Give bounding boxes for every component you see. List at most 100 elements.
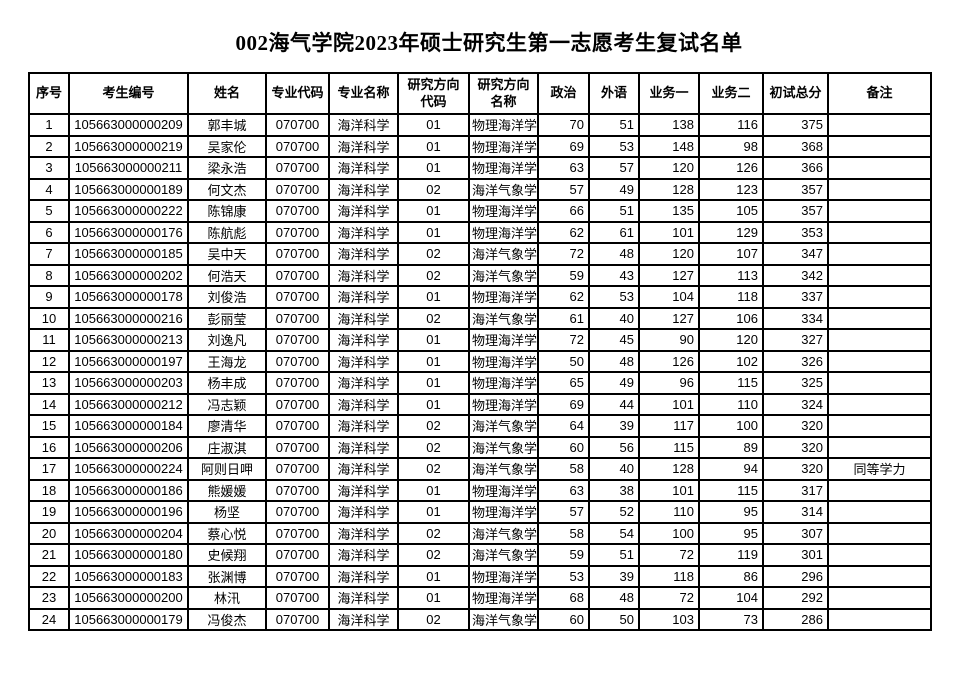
cell-major-name: 海洋科学 [328, 199, 399, 223]
table-row: 17 105663000000224 阿则日呷 070700 海洋科学 02 海洋气象学 58… [28, 457, 932, 481]
cell-subject-one: 148 [638, 134, 700, 158]
cell-direction-name: 物理海洋学 [468, 156, 539, 180]
cell-direction-code: 02 [397, 414, 470, 438]
cell-politics: 60 [537, 607, 590, 631]
cell-index: 2 [28, 134, 70, 158]
cell-index: 15 [28, 414, 70, 438]
cell-foreign-language: 48 [588, 349, 640, 373]
cell-major-name: 海洋科学 [328, 328, 399, 352]
cell-major-code: 070700 [265, 543, 330, 567]
cell-candidate-id: 105663000000184 [68, 414, 189, 438]
cell-index: 11 [28, 328, 70, 352]
cell-direction-code: 02 [397, 242, 470, 266]
table-row: 24 105663000000179 冯俊杰 070700 海洋科学 02 海洋气象学 60 5… [28, 607, 932, 631]
cell-subject-two: 105 [698, 199, 764, 223]
cell-remark [827, 263, 932, 287]
cell-politics: 50 [537, 349, 590, 373]
cell-politics: 72 [537, 242, 590, 266]
cell-major-name: 海洋科学 [328, 113, 399, 137]
cell-major-code: 070700 [265, 156, 330, 180]
cell-foreign-language: 38 [588, 478, 640, 502]
cell-politics: 62 [537, 285, 590, 309]
table-row: 7 105663000000185 吴中天 070700 海洋科学 02 海洋气象学 72 48… [28, 242, 932, 266]
cell-candidate-id: 105663000000204 [68, 521, 189, 545]
cell-direction-name: 海洋气象学 [468, 435, 539, 459]
cell-candidate-id: 105663000000185 [68, 242, 189, 266]
cell-major-code: 070700 [265, 242, 330, 266]
cell-subject-one: 127 [638, 263, 700, 287]
col-header-total-score: 初试总分 [762, 72, 829, 115]
cell-name: 刘逸凡 [187, 328, 267, 352]
cell-direction-code: 01 [397, 134, 470, 158]
cell-total-score: 357 [762, 177, 829, 201]
cell-direction-name: 物理海洋学 [468, 586, 539, 610]
cell-subject-two: 98 [698, 134, 764, 158]
cell-index: 12 [28, 349, 70, 373]
cell-subject-two: 89 [698, 435, 764, 459]
header-row: 序号 考生编号 姓名 专业代码 专业名称 研究方向 代码 研究方向 名称 政治 外语 业务一 业务二… [28, 72, 932, 115]
cell-total-score: 324 [762, 392, 829, 416]
cell-foreign-language: 51 [588, 113, 640, 137]
cell-direction-name: 物理海洋学 [468, 564, 539, 588]
cell-direction-code: 02 [397, 607, 470, 631]
cell-major-code: 070700 [265, 349, 330, 373]
cell-major-code: 070700 [265, 134, 330, 158]
cell-total-score: 320 [762, 414, 829, 438]
cell-major-name: 海洋科学 [328, 349, 399, 373]
cell-major-code: 070700 [265, 414, 330, 438]
cell-major-name: 海洋科学 [328, 371, 399, 395]
col-header-foreign-language: 外语 [588, 72, 640, 115]
cell-major-code: 070700 [265, 478, 330, 502]
cell-name: 熊媛媛 [187, 478, 267, 502]
cell-foreign-language: 50 [588, 607, 640, 631]
col-header-subject-two: 业务二 [698, 72, 764, 115]
cell-subject-two: 94 [698, 457, 764, 481]
cell-subject-one: 128 [638, 177, 700, 201]
cell-subject-two: 73 [698, 607, 764, 631]
cell-candidate-id: 105663000000196 [68, 500, 189, 524]
cell-index: 20 [28, 521, 70, 545]
cell-candidate-id: 105663000000216 [68, 306, 189, 330]
cell-index: 5 [28, 199, 70, 223]
cell-direction-name: 海洋气象学 [468, 242, 539, 266]
cell-foreign-language: 49 [588, 371, 640, 395]
cell-major-code: 070700 [265, 586, 330, 610]
cell-index: 14 [28, 392, 70, 416]
cell-name: 吴家伦 [187, 134, 267, 158]
cell-remark [827, 564, 932, 588]
cell-total-score: 347 [762, 242, 829, 266]
cell-index: 6 [28, 220, 70, 244]
cell-index: 13 [28, 371, 70, 395]
cell-subject-one: 101 [638, 478, 700, 502]
cell-subject-one: 103 [638, 607, 700, 631]
cell-name: 张渊博 [187, 564, 267, 588]
cell-direction-code: 02 [397, 306, 470, 330]
cell-major-name: 海洋科学 [328, 220, 399, 244]
cell-politics: 58 [537, 457, 590, 481]
cell-politics: 63 [537, 156, 590, 180]
cell-total-score: 286 [762, 607, 829, 631]
cell-name: 杨坚 [187, 500, 267, 524]
cell-candidate-id: 105663000000180 [68, 543, 189, 567]
cell-direction-name: 海洋气象学 [468, 306, 539, 330]
cell-foreign-language: 51 [588, 199, 640, 223]
cell-subject-two: 118 [698, 285, 764, 309]
cell-foreign-language: 43 [588, 263, 640, 287]
cell-remark [827, 478, 932, 502]
cell-total-score: 342 [762, 263, 829, 287]
cell-subject-two: 120 [698, 328, 764, 352]
cell-remark: 同等学力 [827, 457, 932, 481]
cell-candidate-id: 105663000000211 [68, 156, 189, 180]
cell-total-score: 301 [762, 543, 829, 567]
cell-direction-name: 海洋气象学 [468, 607, 539, 631]
cell-foreign-language: 49 [588, 177, 640, 201]
cell-major-code: 070700 [265, 199, 330, 223]
cell-remark [827, 543, 932, 567]
cell-subject-one: 128 [638, 457, 700, 481]
cell-total-score: 366 [762, 156, 829, 180]
cell-major-name: 海洋科学 [328, 586, 399, 610]
cell-subject-two: 123 [698, 177, 764, 201]
cell-foreign-language: 57 [588, 156, 640, 180]
cell-direction-name: 物理海洋学 [468, 199, 539, 223]
